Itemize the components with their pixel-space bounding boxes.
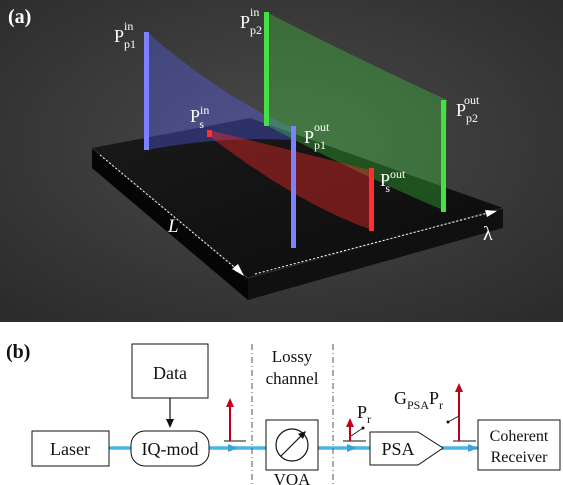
pump1-out-label: Pp1out xyxy=(304,120,330,152)
length-label: L xyxy=(167,216,179,237)
lossy-channel-label-2: channel xyxy=(266,369,319,388)
attenuator-icon-arrowhead xyxy=(298,431,306,439)
waveguide-slab xyxy=(91,118,504,300)
data-block-label: Data xyxy=(153,363,187,383)
signal-out-label: Pout s xyxy=(380,167,406,195)
power-marker-3 xyxy=(446,383,476,442)
power-bars xyxy=(144,12,446,248)
power-evolution-surfaces xyxy=(147,12,447,230)
dimension-lines xyxy=(99,154,497,276)
panel-a-label: (a) xyxy=(8,6,31,28)
gain-label: GPSAPr xyxy=(394,388,443,412)
pump2-surface xyxy=(266,12,447,210)
data-block xyxy=(131,343,209,399)
attenuator-icon xyxy=(275,428,309,462)
receiver-label-2: Receiver xyxy=(491,449,549,466)
slab-left-face xyxy=(92,148,248,300)
laser-block-label: Laser xyxy=(50,439,90,459)
signal-out-bar xyxy=(369,168,374,231)
data-arrowhead xyxy=(166,419,174,428)
marker-2-leader-dot xyxy=(361,426,365,430)
pump2-in-label: Pp2in xyxy=(240,5,262,37)
pump1-in-label: Pp1in xyxy=(114,19,136,51)
marker-3-arrowhead xyxy=(455,383,463,392)
power-marker-2 xyxy=(343,418,366,442)
fiber-arrow-2 xyxy=(347,444,357,452)
wavelength-arrowhead xyxy=(485,210,497,217)
pump2-out-label: Pp2out xyxy=(456,93,480,125)
fiber-arrow-1 xyxy=(228,444,238,452)
receiver-label-1: Coherent xyxy=(490,428,549,445)
pump2-out-bar xyxy=(441,100,446,212)
attenuator-icon-arrow xyxy=(280,433,304,457)
marker-1-arrowhead xyxy=(226,398,234,407)
panel-a: (a) Pp1in Pp2in Pin s Pp1out Pout s Pp2out… xyxy=(0,0,563,322)
lossy-channel-label-1: Lossy xyxy=(272,347,313,366)
length-dimension-line xyxy=(99,154,241,273)
pr-label: Pr xyxy=(357,402,371,426)
psa-block xyxy=(369,431,444,466)
panel-b-label: (b) xyxy=(6,341,30,363)
slab-front-face xyxy=(248,208,503,300)
marker-3-leader xyxy=(447,415,460,423)
wavelength-dimension-line xyxy=(254,211,493,275)
slab-top xyxy=(92,118,503,278)
length-arrowhead xyxy=(232,264,244,276)
iq-mod-block-label: IQ-mod xyxy=(142,439,199,459)
pump1-surface xyxy=(147,32,293,150)
signal-in-label: Pin s xyxy=(190,103,209,131)
marker-2-arrowhead xyxy=(346,418,354,427)
signal-surface xyxy=(209,130,372,230)
pump1-out-bar xyxy=(291,126,296,248)
coherent-receiver-block xyxy=(477,419,561,471)
panel-b: (b) Data Laser IQ-mod Lossy channe xyxy=(6,341,561,485)
marker-2-leader xyxy=(350,427,364,437)
psa-block-label: PSA xyxy=(381,439,414,459)
signal-in-bar xyxy=(207,130,212,137)
pump2-in-bar xyxy=(264,12,269,126)
voa-label: VOA xyxy=(274,470,312,485)
wavelength-label: λ xyxy=(483,223,493,245)
marker-3-leader-dot xyxy=(446,420,450,424)
power-marker-1 xyxy=(224,398,246,442)
iq-mod-block xyxy=(130,430,210,467)
pump1-in-bar xyxy=(144,32,149,150)
laser-block xyxy=(31,430,110,467)
fiber-arrow-3 xyxy=(468,444,478,452)
